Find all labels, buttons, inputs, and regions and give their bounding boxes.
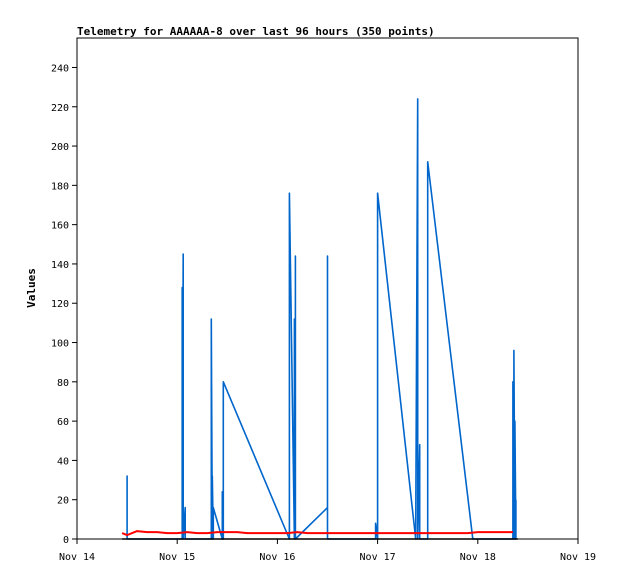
y-tick-label: 140 [51, 260, 69, 271]
x-tick-label: Nov 14 [59, 552, 95, 563]
y-tick-label: 200 [51, 142, 69, 153]
y-tick-label: 20 [57, 496, 69, 507]
x-tick-label: Nov 15 [159, 552, 195, 563]
y-tick-label: 180 [51, 181, 69, 192]
series-line-1 [126, 98, 517, 540]
x-tick-label: Nov 17 [360, 552, 396, 563]
y-tick-label: 100 [51, 339, 69, 350]
x-tick-label: Nov 16 [259, 552, 295, 563]
x-tick-label: Nov 19 [560, 552, 596, 563]
y-axis: 0 20 40 60 80 100 120 140 160 180 200 220 240 [51, 63, 77, 546]
series-line-2 [121, 530, 513, 537]
y-tick-label: 160 [51, 221, 69, 232]
y-tick-label: 240 [51, 63, 69, 74]
y-tick-label: 0 [63, 535, 69, 546]
series-layer [121, 98, 518, 540]
y-tick-label: 220 [51, 103, 69, 114]
chart-title: Telemetry for AAAAAA-8 over last 96 hour… [77, 25, 435, 38]
y-tick-label: 80 [57, 378, 69, 389]
y-tick-label: 120 [51, 299, 69, 310]
y-axis-label: Values [25, 268, 38, 308]
x-axis: Nov 14 Nov 15 Nov 16 Nov 17 Nov 18 Nov 19 [59, 539, 596, 563]
x-tick-label: Nov 18 [460, 552, 496, 563]
y-tick-label: 60 [57, 417, 69, 428]
y-tick-label: 40 [57, 456, 69, 467]
